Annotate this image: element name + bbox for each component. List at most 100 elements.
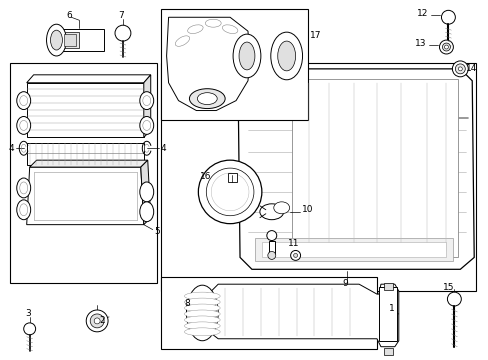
Circle shape [115,25,131,41]
Ellipse shape [198,160,262,224]
Circle shape [24,323,36,335]
Ellipse shape [239,42,254,70]
Ellipse shape [17,200,31,220]
Text: 8: 8 [184,298,190,307]
Bar [61,32,79,48]
Ellipse shape [17,117,31,134]
Circle shape [451,61,468,77]
Ellipse shape [142,96,150,105]
Text: 2: 2 [99,316,104,325]
Polygon shape [238,69,473,269]
Ellipse shape [184,328,220,336]
Circle shape [94,318,100,324]
Bar [27,83,143,137]
Text: 7: 7 [118,11,123,20]
Ellipse shape [50,30,62,50]
Text: 4: 4 [161,144,166,153]
Circle shape [442,43,449,51]
Ellipse shape [206,168,253,216]
Polygon shape [143,75,150,137]
Ellipse shape [187,25,203,33]
Ellipse shape [184,310,220,318]
Ellipse shape [197,93,217,105]
Ellipse shape [193,295,211,331]
Circle shape [447,292,460,306]
Circle shape [266,231,276,240]
Polygon shape [205,284,398,347]
Ellipse shape [20,182,28,194]
Text: 4: 4 [8,144,14,153]
Text: 9: 9 [342,279,347,288]
Bar [383,348,392,355]
Polygon shape [30,160,147,167]
Ellipse shape [186,285,218,341]
Bar [254,238,452,261]
Text: 5: 5 [154,227,160,236]
Circle shape [90,314,104,328]
Circle shape [444,45,447,49]
Bar [161,63,475,291]
Circle shape [293,253,297,257]
Bar [291,79,457,257]
Ellipse shape [184,322,220,330]
Text: 17: 17 [309,31,320,40]
Ellipse shape [184,298,220,306]
Text: 13: 13 [414,39,426,48]
Polygon shape [27,167,143,225]
Polygon shape [141,160,150,225]
Ellipse shape [184,292,220,300]
Ellipse shape [140,182,153,202]
Text: 14: 14 [466,64,477,73]
Ellipse shape [20,121,28,130]
Text: 1: 1 [388,305,394,314]
Text: 11: 11 [287,239,299,248]
Ellipse shape [140,202,153,222]
Circle shape [439,40,452,54]
Ellipse shape [233,34,260,78]
Text: 16: 16 [200,171,211,180]
Ellipse shape [259,204,283,220]
Text: 6: 6 [66,11,72,20]
Ellipse shape [198,293,216,333]
Bar [10,63,156,283]
Ellipse shape [184,316,220,324]
Ellipse shape [277,41,295,71]
Ellipse shape [17,92,31,109]
Circle shape [454,64,464,74]
Circle shape [290,251,300,260]
Bar [383,283,392,290]
Bar [268,240,274,255]
Bar [378,287,396,341]
Bar [161,9,307,121]
Ellipse shape [175,36,189,46]
Ellipse shape [20,204,28,216]
Ellipse shape [211,173,248,211]
Ellipse shape [222,25,237,33]
Ellipse shape [140,92,153,109]
Ellipse shape [20,96,28,105]
Bar [262,242,446,257]
Ellipse shape [205,19,221,27]
Bar [64,34,76,46]
Bar [161,277,376,349]
Text: 15: 15 [442,283,453,292]
Ellipse shape [142,121,150,130]
Bar [27,143,143,165]
Polygon shape [27,75,150,83]
Ellipse shape [140,117,153,134]
Text: 10: 10 [301,205,312,214]
Ellipse shape [270,32,302,80]
Text: 3: 3 [25,310,30,319]
Bar [56,29,104,51]
Ellipse shape [273,202,289,214]
Circle shape [441,10,454,24]
Bar [228,173,237,182]
Ellipse shape [189,89,224,109]
Ellipse shape [17,178,31,198]
Ellipse shape [46,24,66,56]
Circle shape [457,67,461,71]
Text: 12: 12 [416,9,427,18]
Polygon shape [166,17,249,111]
Ellipse shape [184,304,220,312]
Circle shape [267,251,275,260]
